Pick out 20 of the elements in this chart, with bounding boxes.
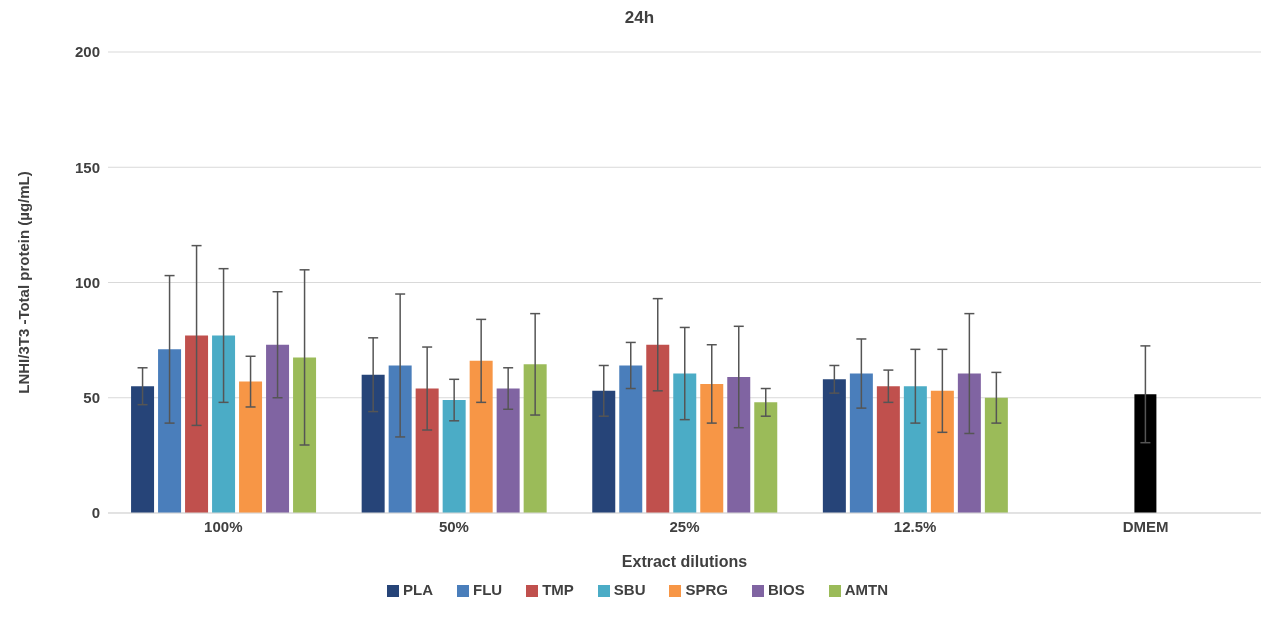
x-tick-label: DMEM (1122, 517, 1169, 535)
chart-title: 24h (623, 8, 656, 28)
x-tick-label: 12.5% (893, 517, 937, 535)
y-axis-title: LNHI/3T3 -Total protein (µg/mL) (15, 171, 33, 394)
y-tick-label: 0 (91, 504, 100, 522)
x-tick-label: 100% (204, 517, 243, 535)
legend-label: FLU (472, 581, 503, 598)
y-tick-label: 200 (74, 43, 100, 61)
x-axis-title: Extract dilutions (621, 553, 748, 570)
x-tick-label: 25% (669, 517, 700, 535)
y-tick-label: 100 (74, 273, 100, 291)
legend-label: SPRG (685, 581, 728, 598)
legend-label: PLA (402, 581, 433, 598)
y-tick-label: 50 (83, 389, 100, 407)
y-tick-label: 150 (74, 158, 100, 176)
legend-label: TMP (542, 581, 574, 598)
x-tick-label: 50% (438, 517, 469, 535)
legend-label: BIOS (768, 581, 805, 598)
legend-label: AMTN (844, 581, 889, 598)
legend-label: SBU (613, 581, 646, 598)
